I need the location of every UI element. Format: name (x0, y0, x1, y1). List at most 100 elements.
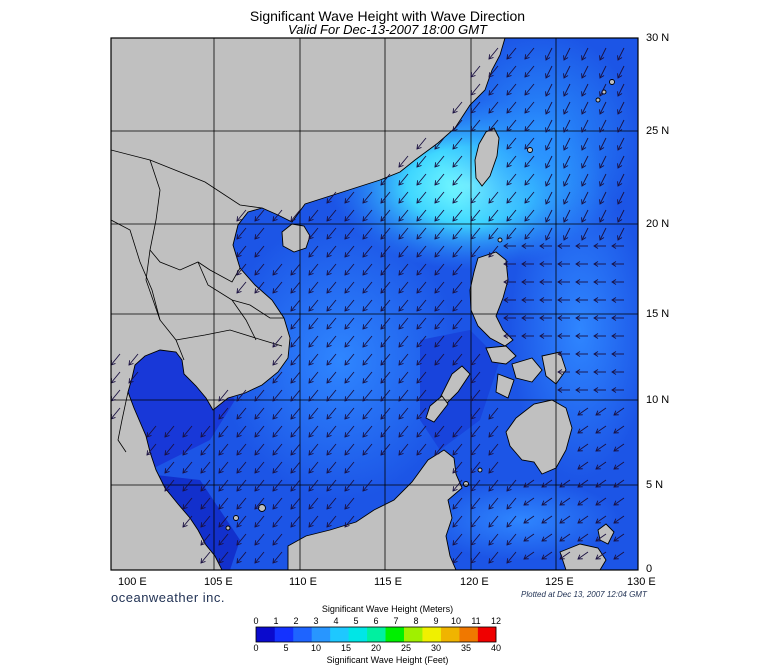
wave-arrow-shaft (434, 443, 445, 456)
wave-arrow-head (254, 486, 260, 492)
wave-arrow-head (254, 216, 260, 222)
wave-arrow-head (503, 333, 509, 339)
wave-arrow-shaft (595, 407, 607, 416)
wave-arrow-head (434, 234, 440, 240)
lat-lon-grid (111, 38, 638, 570)
wave-arrow-head (308, 270, 314, 276)
wave-arrow-head (344, 342, 350, 348)
wave-arrow-shaft (545, 191, 553, 205)
wave-arrow-shaft (218, 551, 229, 564)
colorbar-meter-tick: 7 (393, 616, 399, 626)
wave-arrow-head (593, 315, 599, 321)
wave-arrow-shaft (434, 155, 445, 168)
wave-arrow-head (488, 468, 494, 474)
wave-arrow-head (613, 554, 619, 560)
wave-arrow-head (506, 522, 512, 528)
wave-arrow-head (254, 252, 260, 258)
wave-arrow-shaft (362, 209, 373, 222)
wave-arrow-shaft (290, 335, 301, 348)
wave-arrow-head (557, 369, 563, 375)
wave-arrow-head (290, 360, 296, 366)
map-frame (110, 37, 639, 571)
wave-arrow-head (452, 198, 458, 204)
wave-arrow-head (416, 306, 422, 312)
wave-arrow-shaft (416, 155, 427, 168)
wave-arrow-head (362, 432, 368, 438)
wave-arrow-head (611, 297, 617, 303)
wave-arrow-head (577, 536, 583, 542)
wave-arrow-shaft (398, 335, 409, 348)
wave-arrow-head (200, 450, 206, 456)
wave-arrow-head (290, 306, 296, 312)
wave-arrow-head (254, 432, 260, 438)
wave-arrow-head (200, 468, 206, 474)
wave-arrow-shaft (380, 335, 391, 348)
lon-label-120e: 120 E (460, 576, 489, 588)
wave-arrow-head (506, 198, 512, 204)
wave-arrow-head (559, 554, 565, 560)
wave-arrow-head (326, 450, 332, 456)
wave-arrow-head (308, 216, 314, 222)
wave-arrow-shaft (290, 299, 301, 312)
wave-arrow-shaft (344, 281, 355, 294)
wave-arrow-shaft (111, 371, 121, 384)
wave-arrow-shaft (290, 281, 301, 294)
wave-arrow-head (236, 540, 242, 546)
wave-arrow-shaft (254, 209, 265, 222)
wave-arrow-head (380, 252, 386, 258)
wave-arrow-shaft (452, 461, 463, 474)
wave-arrow-shaft (470, 353, 481, 366)
wave-arrow-head (416, 324, 422, 330)
wave-arrow-head (523, 500, 529, 506)
wave-arrow-shaft (452, 479, 463, 492)
wave-arrow-head (272, 378, 278, 384)
wave-arrow-head (488, 504, 494, 510)
wave-arrow-shaft (488, 65, 499, 78)
wave-arrow-shaft (613, 443, 625, 452)
wave-arrow-head (575, 315, 581, 321)
wave-arrow-head (452, 126, 458, 132)
wave-arrow-shaft (290, 407, 301, 420)
wave-arrow-head (503, 261, 509, 267)
colorbar-swatch (477, 627, 497, 642)
wave-arrow-head (308, 522, 314, 528)
wave-arrow-head (452, 162, 458, 168)
wave-arrow-head (488, 234, 494, 240)
wave-arrow-shaft (595, 533, 607, 542)
wave-arrow-shaft (416, 371, 427, 384)
wave-arrow-shaft (488, 443, 499, 456)
wave-arrow-head (434, 216, 440, 222)
wave-arrow-shaft (506, 515, 517, 528)
wave-arrow-head (613, 518, 619, 524)
borneo-island (287, 449, 463, 570)
wave-arrow-shaft (200, 497, 211, 510)
wave-arrow-shaft (326, 299, 337, 312)
taiwan-island (474, 127, 500, 187)
wave-arrow-shaft (506, 227, 517, 240)
wave-arrow-head (559, 536, 565, 542)
wave-arrow-head (254, 540, 260, 546)
wave-arrow-head (326, 396, 332, 402)
wave-arrow-shaft (362, 245, 373, 258)
wave-arrow-shaft (398, 371, 409, 384)
wave-arrow-head (236, 234, 242, 240)
wave-arrow-head (344, 450, 350, 456)
wave-arrow-head (613, 410, 619, 416)
wave-arrow-head (416, 288, 422, 294)
wave-arrow-shaft (599, 65, 607, 79)
wave-arrow-head (344, 270, 350, 276)
wave-arrow-shaft (524, 65, 535, 78)
wave-arrow-shaft (416, 281, 427, 294)
wave-arrow-shaft (617, 47, 625, 61)
wave-arrow-shaft (326, 209, 337, 222)
wave-arrow-shaft (563, 209, 571, 223)
wave-arrow-head (506, 162, 512, 168)
wave-arrow-shaft (545, 65, 553, 79)
wave-arrow-head (362, 306, 368, 312)
wave-arrow-head (524, 72, 530, 78)
wave-arrow-head (524, 90, 530, 96)
wave-arrow-head (398, 198, 404, 204)
wave-arrow-shaft (577, 497, 589, 506)
wave-arrow-head (344, 396, 350, 402)
wave-arrow-head (344, 468, 350, 474)
